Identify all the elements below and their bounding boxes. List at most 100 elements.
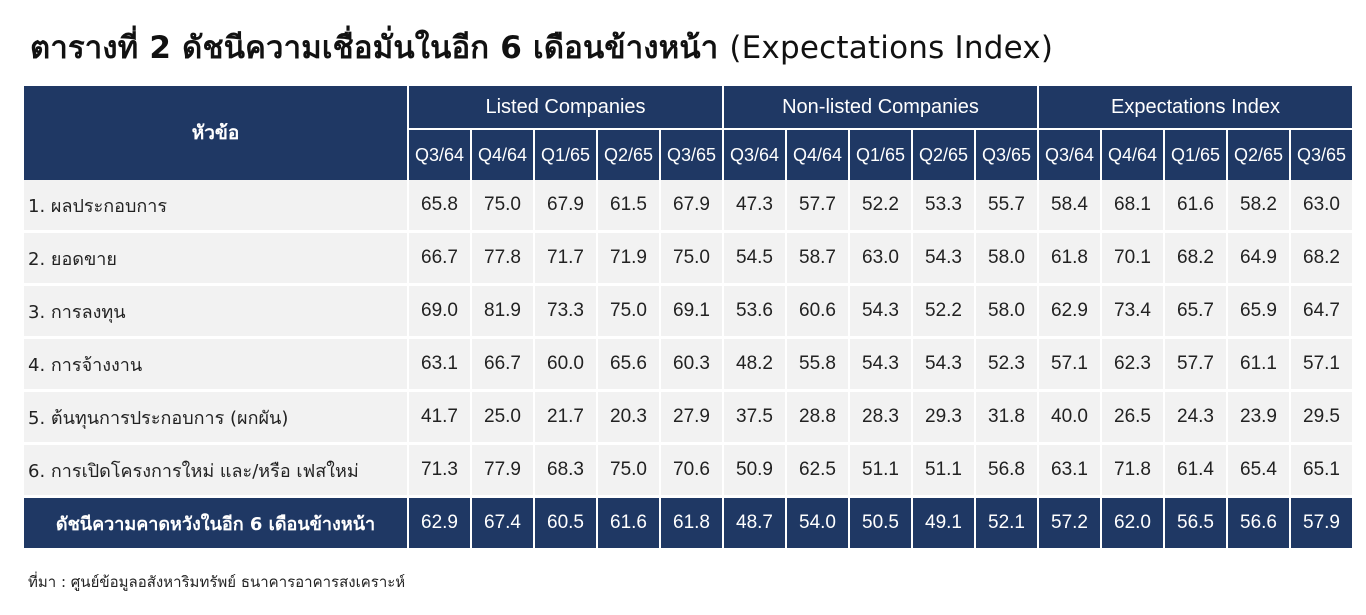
table-cell: 58.2 bbox=[1228, 180, 1289, 233]
table-row: 1. ผลประกอบการ 65.8 75.0 67.9 61.5 67.9 … bbox=[24, 180, 1352, 233]
table-cell: 56.8 bbox=[976, 445, 1037, 498]
table-cell: 64.7 bbox=[1291, 286, 1352, 339]
source-note: ที่มา : ศูนย์ข้อมูลอสังหาริมทรัพย์ ธนาคา… bbox=[28, 573, 406, 591]
table-cell: 57.7 bbox=[1165, 339, 1226, 392]
quarter-header: Q3/64 bbox=[724, 130, 785, 180]
total-cell: 48.7 bbox=[724, 498, 785, 548]
total-cell: 62.0 bbox=[1102, 498, 1163, 548]
row-label: 5. ต้นทุนการประกอบการ (ผกผัน) bbox=[24, 392, 407, 445]
table-cell: 58.0 bbox=[976, 233, 1037, 286]
table-cell: 68.3 bbox=[535, 445, 596, 498]
table-cell: 37.5 bbox=[724, 392, 785, 445]
table-row: 4. การจ้างงาน 63.1 66.7 60.0 65.6 60.3 4… bbox=[24, 339, 1352, 392]
quarter-header: Q3/64 bbox=[409, 130, 470, 180]
quarter-header: Q1/65 bbox=[1165, 130, 1226, 180]
table-cell: 57.1 bbox=[1291, 339, 1352, 392]
table-cell: 66.7 bbox=[409, 233, 470, 286]
total-cell: 61.8 bbox=[661, 498, 722, 548]
table-cell: 61.6 bbox=[1165, 180, 1226, 233]
table-cell: 65.9 bbox=[1228, 286, 1289, 339]
table-cell: 75.0 bbox=[472, 180, 533, 233]
group-header-non-listed: Non-listed Companies bbox=[724, 86, 1037, 130]
quarter-header: Q1/65 bbox=[850, 130, 911, 180]
table-cell: 62.5 bbox=[787, 445, 848, 498]
table-cell: 64.9 bbox=[1228, 233, 1289, 286]
page-title: ตารางที่ 2 ดัชนีความเชื่อมั่นในอีก 6 เดื… bbox=[30, 22, 1053, 72]
table-cell: 71.9 bbox=[598, 233, 659, 286]
quarter-header: Q3/64 bbox=[1039, 130, 1100, 180]
table-cell: 77.9 bbox=[472, 445, 533, 498]
table-cell: 54.3 bbox=[913, 233, 974, 286]
table-cell: 61.5 bbox=[598, 180, 659, 233]
table-cell: 65.1 bbox=[1291, 445, 1352, 498]
table-cell: 47.3 bbox=[724, 180, 785, 233]
table-cell: 81.9 bbox=[472, 286, 533, 339]
table-cell: 57.1 bbox=[1039, 339, 1100, 392]
table-cell: 52.3 bbox=[976, 339, 1037, 392]
table-cell: 52.2 bbox=[913, 286, 974, 339]
table-cell: 68.1 bbox=[1102, 180, 1163, 233]
table-cell: 54.3 bbox=[913, 339, 974, 392]
table-cell: 53.3 bbox=[913, 180, 974, 233]
topic-header: หัวข้อ bbox=[24, 86, 407, 180]
table-cell: 24.3 bbox=[1165, 392, 1226, 445]
row-label: 4. การจ้างงาน bbox=[24, 339, 407, 392]
table-cell: 58.0 bbox=[976, 286, 1037, 339]
table-cell: 62.3 bbox=[1102, 339, 1163, 392]
row-label: 3. การลงทุน bbox=[24, 286, 407, 339]
table-cell: 54.3 bbox=[850, 286, 911, 339]
table-cell: 54.5 bbox=[724, 233, 785, 286]
quarter-header: Q2/65 bbox=[913, 130, 974, 180]
total-cell: 67.4 bbox=[472, 498, 533, 548]
table-cell: 29.5 bbox=[1291, 392, 1352, 445]
table-cell: 70.6 bbox=[661, 445, 722, 498]
table-cell: 71.3 bbox=[409, 445, 470, 498]
total-cell: 60.5 bbox=[535, 498, 596, 548]
table-cell: 55.8 bbox=[787, 339, 848, 392]
group-header-listed: Listed Companies bbox=[409, 86, 722, 130]
table-cell: 60.0 bbox=[535, 339, 596, 392]
quarter-header: Q1/65 bbox=[535, 130, 596, 180]
table-cell: 57.7 bbox=[787, 180, 848, 233]
table-cell: 71.8 bbox=[1102, 445, 1163, 498]
table-cell: 51.1 bbox=[913, 445, 974, 498]
title-english: (Expectations Index) bbox=[729, 30, 1054, 66]
table-cell: 77.8 bbox=[472, 233, 533, 286]
total-cell: 54.0 bbox=[787, 498, 848, 548]
quarter-header: Q3/65 bbox=[1291, 130, 1352, 180]
table-cell: 61.1 bbox=[1228, 339, 1289, 392]
table-cell: 23.9 bbox=[1228, 392, 1289, 445]
total-cell: 57.9 bbox=[1291, 498, 1352, 548]
table-cell: 48.2 bbox=[724, 339, 785, 392]
table-cell: 68.2 bbox=[1165, 233, 1226, 286]
table-cell: 51.1 bbox=[850, 445, 911, 498]
table-cell: 71.7 bbox=[535, 233, 596, 286]
total-cell: 61.6 bbox=[598, 498, 659, 548]
table-cell: 25.0 bbox=[472, 392, 533, 445]
table-cell: 69.1 bbox=[661, 286, 722, 339]
table-cell: 29.3 bbox=[913, 392, 974, 445]
total-row: ดัชนีความคาดหวังในอีก 6 เดือนข้างหน้า 62… bbox=[24, 498, 1352, 548]
table-cell: 68.2 bbox=[1291, 233, 1352, 286]
table-cell: 65.4 bbox=[1228, 445, 1289, 498]
table-cell: 58.4 bbox=[1039, 180, 1100, 233]
table-cell: 65.6 bbox=[598, 339, 659, 392]
table-cell: 58.7 bbox=[787, 233, 848, 286]
table-cell: 27.9 bbox=[661, 392, 722, 445]
table-cell: 53.6 bbox=[724, 286, 785, 339]
group-header-expectations: Expectations Index bbox=[1039, 86, 1352, 130]
total-cell: 49.1 bbox=[913, 498, 974, 548]
row-label: 2. ยอดขาย bbox=[24, 233, 407, 286]
table-row: 6. การเปิดโครงการใหม่ และ/หรือ เฟสใหม่ 7… bbox=[24, 445, 1352, 498]
table-cell: 75.0 bbox=[598, 445, 659, 498]
table-cell: 63.0 bbox=[1291, 180, 1352, 233]
quarter-header: Q3/65 bbox=[976, 130, 1037, 180]
quarter-header: Q4/64 bbox=[787, 130, 848, 180]
table-cell: 41.7 bbox=[409, 392, 470, 445]
table-cell: 55.7 bbox=[976, 180, 1037, 233]
table-cell: 73.3 bbox=[535, 286, 596, 339]
table-cell: 63.1 bbox=[1039, 445, 1100, 498]
table-cell: 69.0 bbox=[409, 286, 470, 339]
table-cell: 54.3 bbox=[850, 339, 911, 392]
quarter-header: Q2/65 bbox=[598, 130, 659, 180]
